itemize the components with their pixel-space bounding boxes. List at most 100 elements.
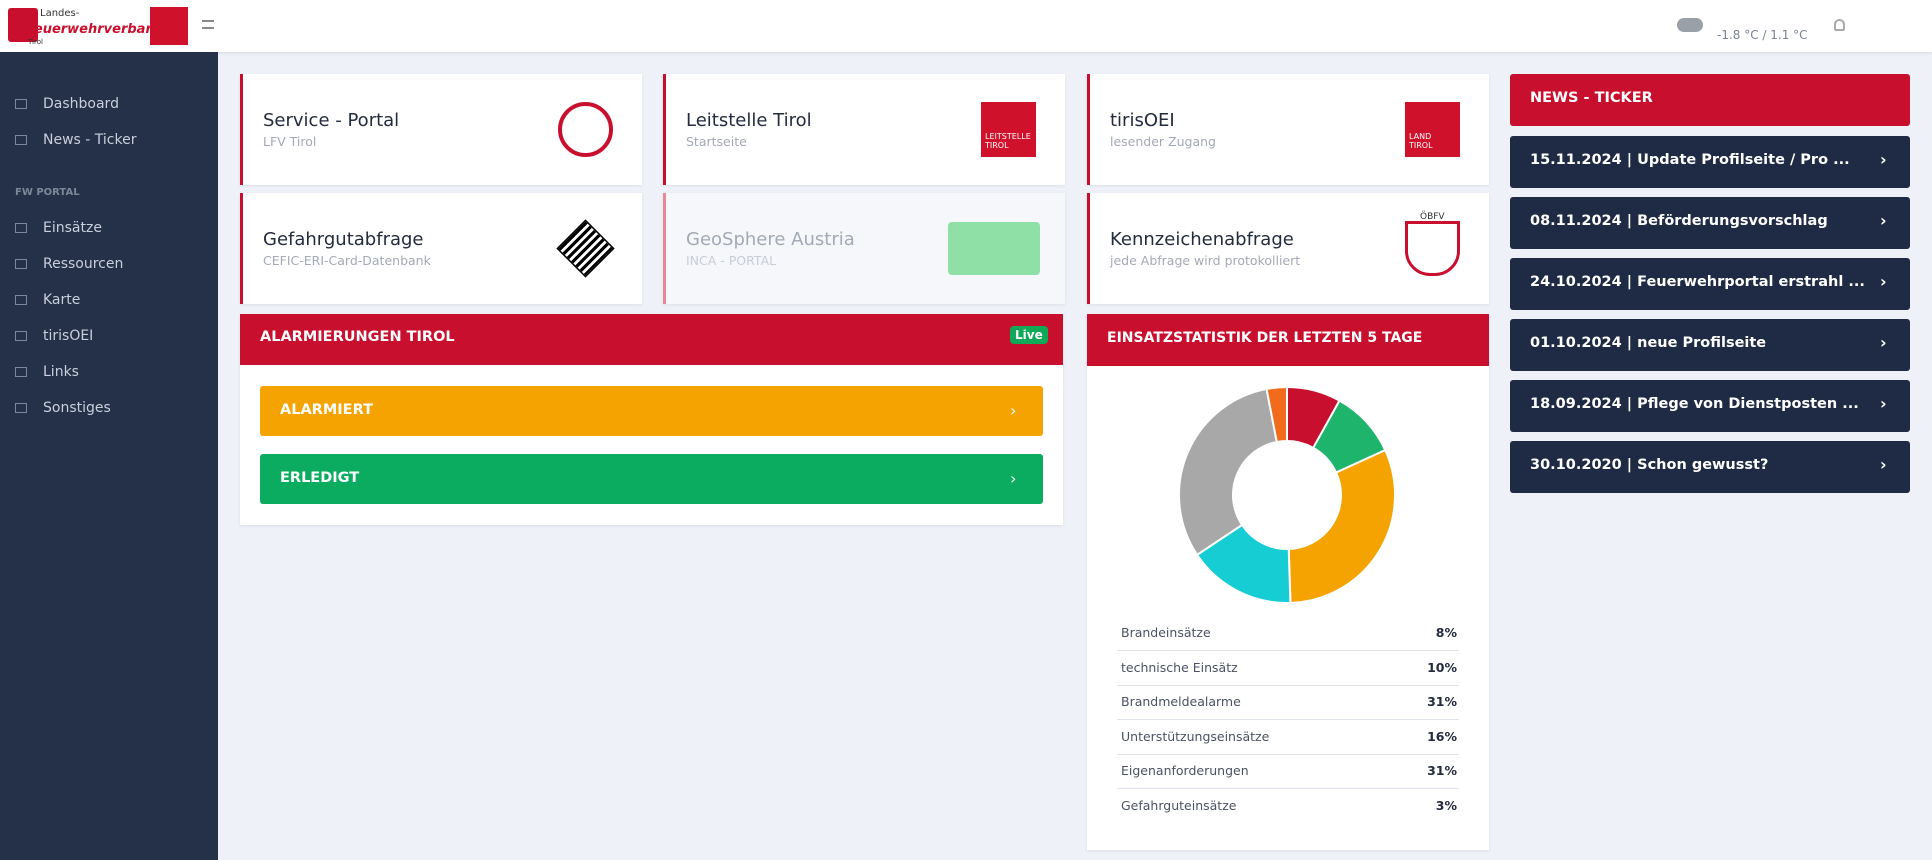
card-title: Service - Portal — [263, 110, 400, 131]
brand-logo — [8, 8, 38, 42]
card-title: Leitstelle Tirol — [686, 110, 812, 131]
news-title: NEWS - TICKER — [1530, 90, 1653, 106]
card-logo: ÖBFV — [1405, 212, 1460, 276]
menu-icon[interactable] — [202, 20, 214, 29]
portal-card[interactable]: Service - Portal LFV Tirol — [240, 74, 642, 185]
legend-separator — [1117, 719, 1459, 720]
chevron: › — [1880, 455, 1887, 474]
card-title: tirisOEI — [1110, 110, 1175, 131]
cloud-icon — [1677, 18, 1703, 32]
legend-label: Unterstützungseinsätze — [1121, 728, 1270, 744]
nav-icon — [15, 367, 27, 377]
stats-title: EINSATZSTATISTIK DER LETZTEN 5 TAGE — [1107, 330, 1423, 346]
nav-item[interactable]: Links — [43, 364, 79, 380]
alarm-panel: ALARMIERUNGEN TIROL Live ALARMIERT › ERLEDIG… — [240, 314, 1063, 525]
leitstelle-logo — [150, 7, 188, 45]
news-item[interactable]: 24.10.2024 | Feuerwehrportal erstrahl ..… — [1510, 258, 1910, 310]
legend-value: 31% — [1427, 763, 1457, 778]
donut-slice — [1265, 385, 1288, 444]
nav-icon — [15, 403, 27, 413]
nav-icon — [15, 295, 27, 305]
bell-icon[interactable] — [1834, 19, 1845, 31]
nav-icon — [15, 331, 27, 341]
card-subtitle: CEFIC-ERI-Card-Datenbank — [263, 253, 431, 268]
donut-slice — [1287, 448, 1396, 604]
chevron: › — [1880, 394, 1887, 413]
legend-separator — [1117, 650, 1459, 651]
chevron: › — [1880, 211, 1887, 230]
card-title: Gefahrgutabfrage — [263, 229, 424, 250]
nav-item[interactable]: Sonstiges — [43, 400, 111, 416]
legend-value: 16% — [1427, 728, 1457, 744]
nav-icon — [15, 223, 27, 233]
nav-item[interactable]: Einsätze — [43, 220, 102, 236]
card-subtitle: LFV Tirol — [263, 134, 317, 149]
news-item[interactable]: 18.09.2024 | Pflege von Dienstposten ...… — [1510, 380, 1910, 432]
legend-label: Gefahrguteinsätze — [1121, 797, 1237, 813]
card-logo: LEITSTELLE TIROL — [981, 102, 1036, 157]
card-title: GeoSphere Austria — [686, 229, 855, 250]
card-logo — [948, 222, 1040, 275]
nav-item[interactable]: tirisOEI — [43, 328, 94, 344]
legend-value: 10% — [1427, 659, 1457, 675]
donut-slice — [1178, 387, 1278, 557]
news-item[interactable]: 08.11.2024 | Beförderungsvorschlag › — [1510, 197, 1910, 249]
chevron: › — [1010, 401, 1017, 420]
nav-icon — [15, 99, 27, 109]
nav-item[interactable]: News - Ticker — [43, 132, 137, 148]
brand-line: Landes- — [40, 8, 80, 19]
news-header: NEWS - TICKER — [1510, 74, 1910, 126]
news-text: 08.11.2024 | Beförderungsvorschlag — [1530, 213, 1828, 229]
button-label: ERLEDIGT — [280, 470, 360, 486]
news-text: 24.10.2024 | Feuerwehrportal erstrahl ..… — [1530, 274, 1865, 290]
header: Landes- Feuerwehrverband Tirol -1.8 °C / 1.… — [0, 0, 1932, 52]
news-item[interactable]: 15.11.2024 | Update Profilseite / Pro ..… — [1510, 136, 1910, 188]
stats-header: EINSATZSTATISTIK DER LETZTEN 5 TAGE — [1087, 314, 1489, 366]
alarm-button[interactable]: ERLEDIGT › — [260, 454, 1043, 504]
legend-label: technische Einsätz — [1121, 659, 1238, 675]
card-logo — [556, 219, 615, 278]
portal-card[interactable]: tirisOEI lesender Zugang LAND TIROL — [1087, 74, 1489, 185]
legend-value: 31% — [1427, 694, 1457, 709]
button-label: ALARMIERT — [280, 402, 373, 418]
news-item[interactable]: 30.10.2020 | Schon gewusst? › — [1510, 441, 1910, 493]
logo-text: LEITSTELLE TIROL — [985, 132, 1031, 150]
logo-text: LAND TIROL — [1409, 132, 1433, 150]
legend-value: 8% — [1435, 625, 1457, 640]
news-text: 30.10.2020 | Schon gewusst? — [1530, 457, 1769, 473]
sidebar — [0, 52, 218, 860]
news-text: 01.10.2024 | neue Profilseite — [1530, 335, 1767, 351]
legend-value: 3% — [1435, 797, 1457, 813]
legend-label: Brandeinsätze — [1121, 625, 1211, 640]
alarm-header: ALARMIERUNGEN TIROL Live — [240, 314, 1063, 365]
live-badge: Live — [1010, 326, 1048, 344]
weather: -1.8 °C / 1.1 °C — [1717, 28, 1808, 42]
alarm-button[interactable]: ALARMIERT › — [260, 386, 1043, 436]
nav-icon — [15, 135, 27, 145]
portal-card[interactable]: Gefahrgutabfrage CEFIC-ERI-Card-Datenbank — [240, 193, 642, 304]
portal-card[interactable]: GeoSphere Austria INCA - PORTAL — [663, 193, 1065, 304]
nav-item[interactable]: Ressourcen — [43, 256, 124, 272]
stats-panel: EINSATZSTATISTIK DER LETZTEN 5 TAGE Brand… — [1087, 314, 1489, 850]
card-title: Kennzeichenabfrage — [1110, 229, 1294, 250]
news-item[interactable]: 01.10.2024 | neue Profilseite › — [1510, 319, 1910, 371]
portal-card[interactable]: Kennzeichenabfrage jede Abfrage wird prot… — [1087, 193, 1489, 304]
nav-item[interactable]: Dashboard — [43, 96, 119, 112]
chevron: › — [1010, 469, 1017, 488]
nav-icon — [15, 259, 27, 269]
card-logo — [558, 102, 613, 157]
brand-line: Feuerwehrverband — [26, 22, 165, 37]
portal-card[interactable]: Leitstelle Tirol Startseite LEITSTELLE TIR… — [663, 74, 1065, 185]
chevron: › — [1880, 333, 1887, 352]
legend-label: Eigenanforderungen — [1121, 763, 1249, 778]
legend-separator — [1117, 753, 1459, 755]
nav-item[interactable]: Karte — [43, 292, 81, 308]
nav-section: FW PORTAL — [15, 187, 80, 198]
card-subtitle: lesender Zugang — [1110, 134, 1216, 149]
card-subtitle: INCA - PORTAL — [686, 253, 777, 268]
card-subtitle: jede Abfrage wird protokolliert — [1110, 253, 1301, 268]
legend-separator — [1117, 788, 1459, 789]
brand-line: Tirol — [28, 38, 43, 46]
news-text: 15.11.2024 | Update Profilseite / Pro ..… — [1530, 152, 1850, 168]
